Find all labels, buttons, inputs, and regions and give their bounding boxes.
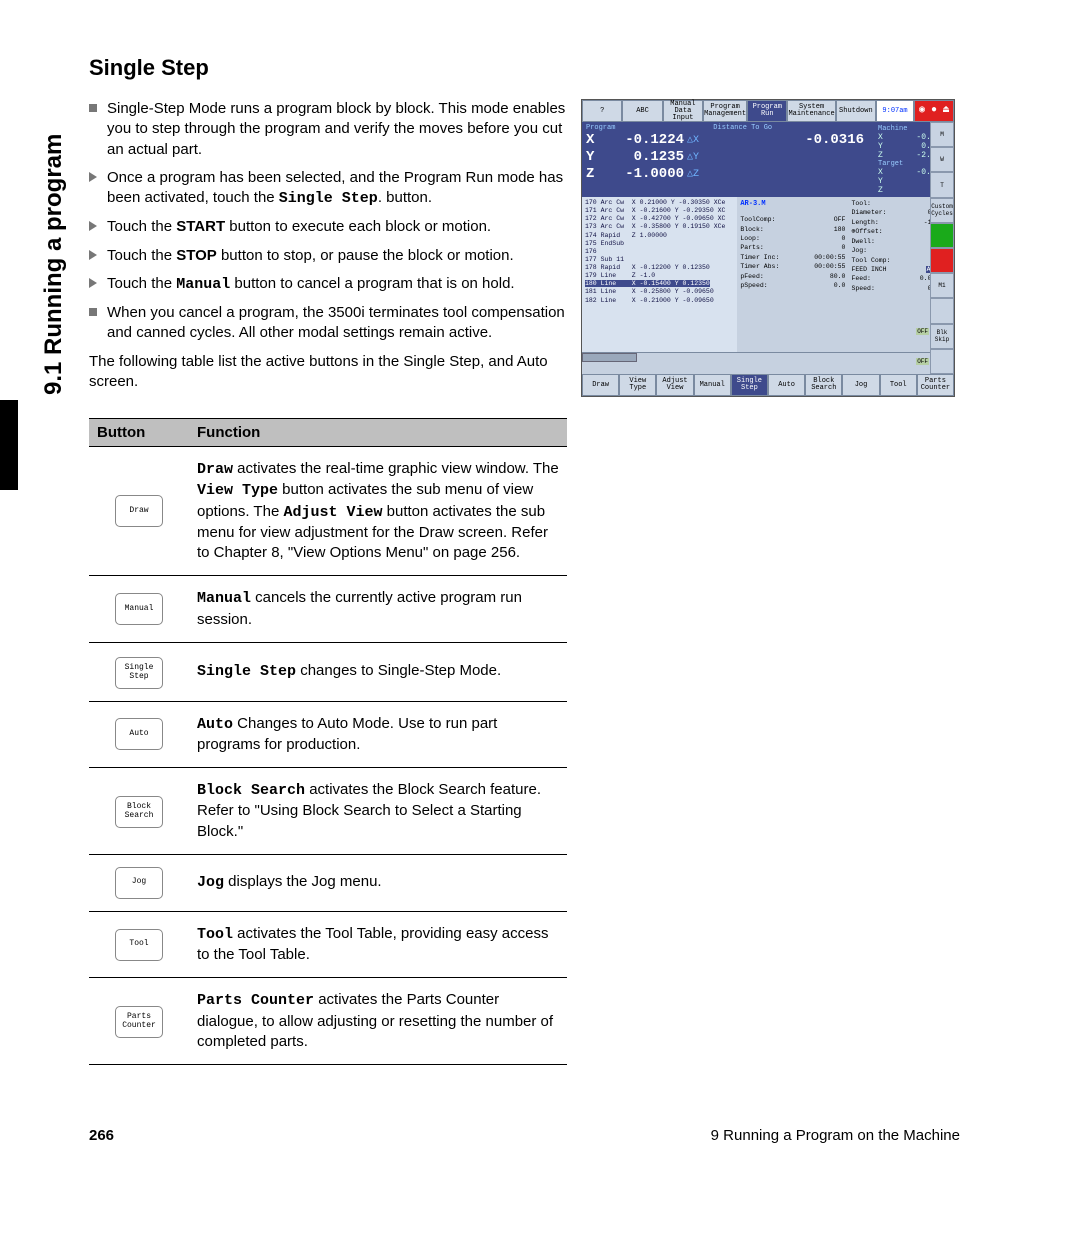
side-icon-8[interactable]: Blk Skip	[930, 324, 954, 349]
softkey-bar: DrawView TypeAdjust ViewManualSingle Ste…	[582, 374, 954, 396]
softkey-single-step[interactable]: Single Step	[731, 374, 768, 396]
function-description: Block Search activates the Block Search …	[189, 768, 567, 855]
softkey-view-type[interactable]: View Type	[619, 374, 656, 396]
function-description: Tool activates the Tool Table, providing…	[189, 911, 567, 978]
function-description: Jog displays the Jog menu.	[189, 854, 567, 911]
softkey-adjust-view[interactable]: Adjust View	[656, 374, 693, 396]
topmenu-program-run[interactable]: Program Run	[747, 100, 787, 122]
table-row: Single Step Single Step changes to Single…	[89, 642, 567, 701]
button-function-table: Button Function Draw Draw activates the r…	[89, 418, 567, 1065]
side-icon-7[interactable]	[930, 298, 954, 323]
softkey-block-search[interactable]: Block Search	[805, 374, 842, 396]
distance-label: Distance To Go	[615, 124, 870, 132]
topmenu-program-management[interactable]: Program Management	[703, 100, 747, 122]
dro-row-y: Y0.1235△Y	[586, 149, 870, 165]
table-row: Manual Manual cancels the currently activ…	[89, 576, 567, 643]
top-menu-bar: ?ABCManual Data InputProgram ManagementP…	[582, 100, 954, 122]
draw-softkey: Draw	[115, 495, 163, 527]
manual-softkey: Manual	[115, 593, 163, 625]
side-icon-6[interactable]: M1	[930, 273, 954, 298]
status-panel-1: AR-3.M ToolComp:OFFBlock:180Loop:0Parts:…	[737, 197, 848, 352]
softkey-draw[interactable]: Draw	[582, 374, 619, 396]
off-label-1: OFF	[916, 328, 929, 335]
function-description: Draw activates the real-time graphic vie…	[189, 447, 567, 576]
scrollbar-thumb[interactable]	[582, 353, 637, 362]
side-icon-3[interactable]: Custom Cycles	[930, 198, 954, 223]
block-search-softkey: Block Search	[115, 796, 163, 828]
status-row: pSpeed:0.0	[740, 281, 845, 290]
col-button: Button	[89, 419, 189, 447]
program-label: Program	[586, 124, 615, 132]
softkey-tool[interactable]: Tool	[880, 374, 917, 396]
topmenu-system-maintenance[interactable]: System Maintenance	[787, 100, 835, 122]
side-icon-1[interactable]: W	[930, 147, 954, 172]
table-row: Tool Tool activates the Tool Table, provi…	[89, 911, 567, 978]
table-row: Auto Auto Changes to Auto Mode. Use to ru…	[89, 701, 567, 768]
function-description: Auto Changes to Auto Mode. Use to run pa…	[189, 701, 567, 768]
side-icon-0[interactable]: M	[930, 122, 954, 147]
section-heading-vertical: 9.1 Running a program	[40, 55, 68, 395]
off-label-2: OFF	[916, 358, 929, 365]
softkey-manual[interactable]: Manual	[694, 374, 731, 396]
side-icon-5[interactable]	[930, 248, 954, 273]
parts-counter-softkey: Parts Counter	[115, 1006, 163, 1038]
function-description: Single Step changes to Single-Step Mode.	[189, 642, 567, 701]
dro-row-x: X-0.1224△X-0.0316	[586, 132, 870, 148]
table-row: Jog Jog displays the Jog menu.	[89, 854, 567, 911]
instruction-list: Single-Step Mode runs a program block by…	[89, 99, 567, 344]
function-description: Parts Counter activates the Parts Counte…	[189, 978, 567, 1065]
dro-row-z: Z-1.0000△Z	[586, 166, 870, 182]
softkey-jog[interactable]: Jog	[842, 374, 879, 396]
table-row: Parts Counter Parts Counter activates the…	[89, 978, 567, 1065]
status-row: Parts:0	[740, 243, 845, 252]
instruction-item: Touch the START button to execute each b…	[89, 217, 567, 237]
side-icon-9[interactable]	[930, 349, 954, 374]
instruction-item: Touch the Manual button to cancel a prog…	[89, 274, 567, 295]
program-listing: 170 Arc Cw X 0.21000 Y -0.30350 XCe171 A…	[582, 197, 737, 352]
instruction-item: Single-Step Mode runs a program block by…	[89, 99, 567, 160]
right-icon-column: MWTCustom Cycles M1 Blk Skip	[930, 122, 954, 374]
table-row: Block Search Block Search activates the B…	[89, 768, 567, 855]
instruction-item: Touch the STOP button to stop, or pause …	[89, 246, 567, 266]
function-description: Manual cancels the currently active prog…	[189, 576, 567, 643]
cnc-screenshot: ?ABCManual Data InputProgram ManagementP…	[581, 99, 955, 397]
page-number: 266	[89, 1127, 114, 1144]
instruction-item: When you cancel a program, the 3500i ter…	[89, 303, 567, 344]
page-title: Single Step	[89, 55, 959, 81]
tool-softkey: Tool	[115, 929, 163, 961]
table-intro: The following table list the active butt…	[89, 352, 567, 393]
clock: 9:07am	[876, 100, 914, 122]
instruction-item: Once a program has been selected, and th…	[89, 168, 567, 210]
table-row: Draw Draw activates the real-time graphic…	[89, 447, 567, 576]
jog-softkey: Jog	[115, 867, 163, 899]
status-row: Timer Abs:00:00:55	[740, 262, 845, 271]
auto-softkey: Auto	[115, 718, 163, 750]
softkey-parts-counter[interactable]: Parts Counter	[917, 374, 954, 396]
h-scrollbar[interactable]	[582, 352, 954, 362]
col-function: Function	[189, 419, 567, 447]
status-row: Loop:0	[740, 234, 845, 243]
chapter-title: 9 Running a Program on the Machine	[711, 1127, 960, 1144]
topmenu--[interactable]: ?	[582, 100, 622, 122]
topmenu-manual-data-input[interactable]: Manual Data Input	[663, 100, 703, 122]
topmenu-shutdown[interactable]: Shutdown	[836, 100, 876, 122]
status-row: Timer Inc:00:00:55	[740, 253, 845, 262]
side-icon-4[interactable]	[930, 223, 954, 248]
dro-panel: ProgramDistance To Go X-0.1224△X-0.0316Y…	[582, 122, 874, 197]
status-row: pFeed:80.0	[740, 272, 845, 281]
topmenu-abc[interactable]: ABC	[622, 100, 662, 122]
status-row: ToolComp:OFF	[740, 215, 845, 224]
estop-icons[interactable]: ◉ ● ⏏	[914, 100, 954, 122]
side-icon-2[interactable]: T	[930, 172, 954, 197]
prog-name: AR-3.M	[740, 199, 845, 209]
softkey-auto[interactable]: Auto	[768, 374, 805, 396]
status-row: Block:180	[740, 225, 845, 234]
side-tab-marker	[0, 400, 18, 490]
single-step-softkey: Single Step	[115, 657, 163, 689]
